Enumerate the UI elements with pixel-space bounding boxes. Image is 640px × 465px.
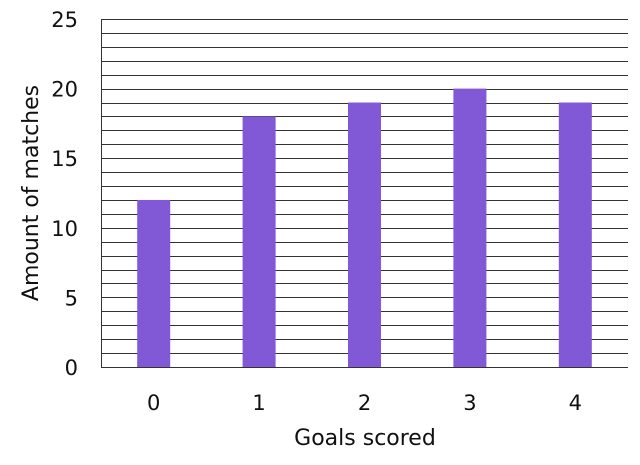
bar-3	[453, 88, 487, 367]
x-axis-ticks: 0 1 2 3 4	[147, 391, 582, 415]
x-axis-title: Goals scored	[294, 426, 436, 451]
x-tick-label: 2	[358, 391, 371, 415]
bar-0	[137, 199, 171, 367]
y-tick-label: 20	[51, 78, 78, 102]
y-tick-label: 5	[65, 286, 78, 310]
x-tick-label: 0	[147, 391, 160, 415]
y-tick-label: 10	[51, 217, 78, 241]
y-tick-label: 25	[51, 8, 78, 32]
x-tick-label: 1	[252, 391, 265, 415]
y-tick-label: 15	[51, 147, 78, 171]
x-tick-label: 3	[463, 391, 476, 415]
bars	[137, 88, 592, 368]
x-tick-label: 4	[569, 391, 582, 415]
y-axis-ticks: 0 5 10 15 20 25	[51, 8, 78, 380]
bar-4	[558, 102, 592, 368]
y-axis-title: Amount of matches	[19, 85, 44, 301]
y-tick-label: 0	[65, 356, 78, 380]
bar-1	[242, 116, 276, 367]
bar-2	[348, 102, 381, 368]
